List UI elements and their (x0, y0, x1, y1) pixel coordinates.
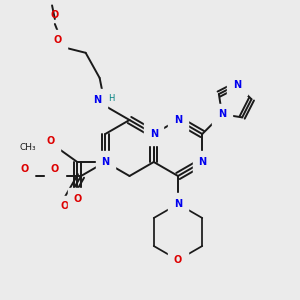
Text: N: N (174, 115, 182, 125)
Text: O: O (51, 164, 59, 174)
Text: O: O (53, 35, 61, 45)
Text: N: N (233, 80, 241, 90)
Text: O: O (174, 255, 182, 265)
Text: N: N (93, 95, 101, 105)
Text: CH₃: CH₃ (20, 143, 36, 152)
Text: N: N (198, 157, 206, 167)
Text: N: N (101, 157, 109, 167)
Text: O: O (73, 194, 81, 204)
Text: N: N (150, 129, 158, 139)
Text: N: N (174, 199, 182, 209)
Text: O: O (61, 201, 69, 211)
Text: O: O (51, 10, 59, 20)
Text: O: O (20, 164, 28, 174)
Text: N: N (218, 109, 226, 119)
Text: H: H (108, 94, 115, 103)
Text: O: O (46, 136, 55, 146)
